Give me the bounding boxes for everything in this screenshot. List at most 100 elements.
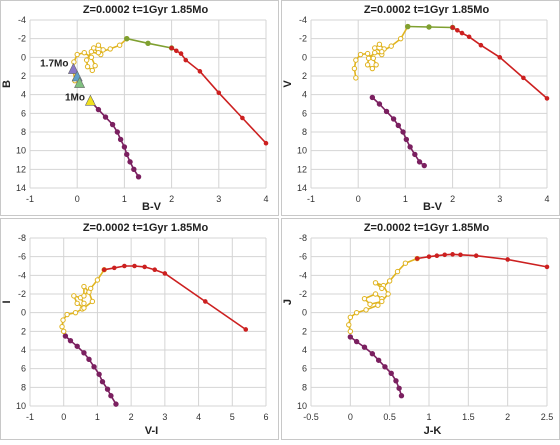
y-axis-label: J [282, 299, 294, 305]
data-point [81, 293, 87, 299]
data-point [145, 40, 151, 47]
x-tick-label: 6 [263, 412, 268, 422]
data-point [442, 252, 448, 258]
data-point [81, 49, 87, 56]
data-point [357, 51, 364, 58]
data-point [353, 57, 359, 63]
data-point [379, 298, 385, 305]
y-tick-label: 6 [21, 364, 26, 374]
data-point [369, 94, 376, 101]
data-point [88, 54, 95, 61]
data-point [174, 48, 179, 54]
data-point [72, 309, 79, 316]
data-point [396, 385, 402, 391]
data-point [108, 393, 114, 399]
data-point [96, 371, 102, 377]
data-point [131, 166, 137, 173]
data-point [397, 35, 404, 42]
y-axis-label: B [1, 80, 13, 88]
y-tick-label: 0 [302, 308, 307, 318]
y-tick-label: -2 [299, 289, 307, 299]
data-point [505, 257, 510, 262]
data-point [109, 121, 116, 128]
data-point [95, 49, 102, 56]
y-tick-label: -4 [18, 15, 26, 25]
data-point [370, 55, 377, 61]
x-tick-label: 1 [426, 412, 431, 422]
data-point [88, 49, 95, 55]
data-point [394, 268, 401, 275]
data-point [74, 51, 80, 58]
x-tick-label: 2 [169, 194, 174, 204]
x-tick-label: 2 [450, 194, 455, 204]
x-tick-label: -1 [26, 194, 34, 204]
mass-marker [74, 76, 86, 88]
y-tick-label: 12 [16, 164, 26, 174]
data-point [178, 51, 184, 56]
y-tick-label: -2 [18, 289, 26, 299]
data-point [544, 96, 550, 101]
y-tick-label: 2 [21, 326, 26, 336]
data-point [83, 57, 90, 63]
data-point [117, 136, 124, 143]
chart-title: Z=0.0002 t=1Gyr 1.85Mo [364, 222, 490, 234]
data-point [426, 24, 432, 30]
data-point [81, 300, 87, 307]
series-main-sequence [62, 333, 119, 407]
x-tick-label: 3 [162, 412, 167, 422]
data-point [412, 151, 418, 158]
x-axis-label: B-V [142, 201, 162, 213]
y-tick-label: -2 [18, 34, 26, 44]
chart-panel-1: -1 0 1 2 3 4 -4 -2 0 2 4 6 8 10 12 14 Z=0.0002 t=1Gyr 1.… [0, 0, 279, 216]
x-tick-label: 1.5 [462, 412, 475, 422]
data-point [497, 55, 503, 60]
data-point [403, 136, 410, 143]
series-giant-branch [169, 45, 269, 146]
data-point [100, 47, 106, 53]
data-point [400, 129, 406, 135]
mass-marker [84, 94, 96, 106]
y-tick-label: -6 [299, 252, 307, 262]
x-tick-label: 0 [61, 412, 66, 422]
data-point [86, 356, 92, 363]
data-point [71, 293, 77, 299]
x-tick-label: 4 [196, 412, 201, 422]
x-tick-label: 0 [348, 412, 353, 422]
y-tick-label: 2 [21, 71, 26, 81]
data-point [521, 75, 526, 81]
y-tick-label: 8 [21, 382, 26, 392]
panel-border [281, 0, 560, 216]
data-point [351, 65, 358, 72]
data-point [347, 334, 354, 340]
data-point [347, 314, 354, 321]
series-giant-branch [414, 252, 550, 270]
data-point [390, 116, 397, 122]
chart-svg: -0.5 0 0.5 1 1.5 2 2.5 -8 -6 -4 -2 0 2 4 6 8 10 Z=0.0002 … [281, 218, 560, 440]
y-tick-label: 4 [302, 90, 307, 100]
y-tick-label: 0 [302, 52, 307, 62]
data-point [375, 302, 381, 308]
data-point [81, 283, 87, 290]
data-point [402, 260, 409, 266]
y-tick-label: 10 [16, 401, 26, 411]
data-point [379, 285, 385, 292]
data-point [114, 129, 121, 135]
annotation-label: 1Mo [65, 92, 85, 103]
y-tick-label: -2 [299, 34, 307, 44]
data-point [405, 23, 411, 30]
data-point [386, 278, 393, 284]
data-point [122, 263, 127, 269]
y-tick-label: -4 [299, 15, 307, 25]
y-tick-label: 10 [16, 146, 26, 156]
y-tick-label: 4 [21, 345, 26, 355]
data-point [135, 174, 142, 180]
data-point [127, 159, 133, 165]
x-tick-label: -0.5 [303, 412, 319, 422]
data-point [353, 75, 359, 81]
data-point [94, 277, 101, 283]
chart-title: Z=0.0002 t=1Gyr 1.85Mo [83, 222, 209, 234]
data-point [376, 41, 383, 47]
data-point [74, 343, 80, 349]
y-tick-label: 0 [21, 52, 26, 62]
data-point [369, 65, 376, 72]
